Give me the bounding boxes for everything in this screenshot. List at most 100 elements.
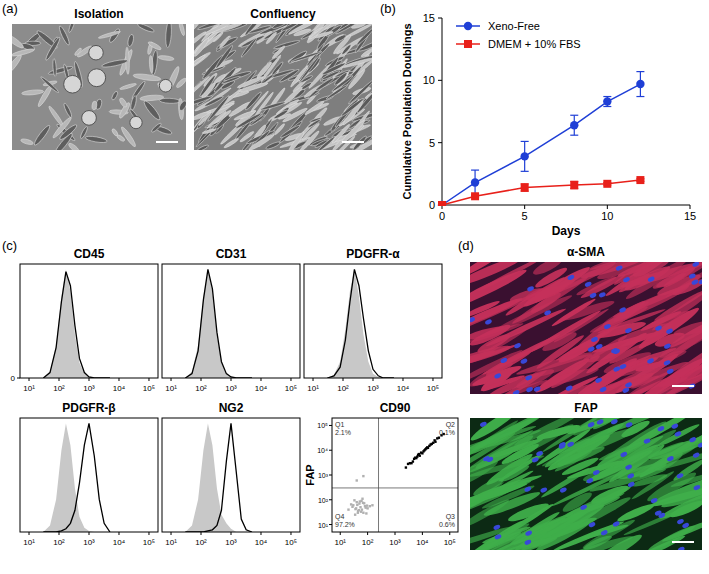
cell	[332, 34, 352, 55]
panel-label: (c)	[2, 238, 17, 253]
image-bg	[194, 24, 372, 150]
scatter-point	[426, 446, 428, 448]
fiber	[470, 453, 545, 479]
nucleus	[584, 281, 592, 288]
y-tick-label: 10⁵	[317, 422, 328, 429]
plot-marks	[347, 433, 445, 516]
nucleus	[612, 520, 620, 527]
nucleus	[592, 469, 600, 476]
error-bar	[570, 115, 578, 135]
scatter-point	[357, 512, 359, 514]
nucleus	[646, 357, 654, 364]
x-tick	[171, 378, 172, 381]
cell	[137, 24, 155, 33]
nucleus	[590, 336, 598, 343]
nucleus	[663, 343, 671, 350]
nucleus	[524, 539, 532, 546]
error-cap	[471, 169, 479, 170]
cell	[118, 97, 128, 108]
scatter-point	[409, 462, 411, 464]
scatter-point	[353, 499, 355, 501]
nucleus	[627, 481, 635, 488]
fiber	[556, 444, 606, 469]
error-cap	[570, 135, 578, 136]
cell	[194, 30, 207, 51]
error-bar	[521, 184, 529, 191]
legend-marker	[464, 40, 472, 48]
cell	[290, 65, 309, 88]
marker	[603, 97, 611, 105]
cell	[219, 35, 231, 49]
nucleus	[625, 421, 633, 428]
fiber	[470, 262, 526, 289]
nucleus	[470, 316, 476, 323]
cell	[130, 95, 138, 111]
x-tick	[607, 205, 608, 209]
cell	[194, 76, 210, 100]
nucleus	[520, 358, 528, 365]
nucleus	[600, 529, 608, 536]
fiber	[535, 427, 592, 468]
cell	[147, 41, 162, 51]
nucleus	[625, 464, 633, 471]
quadrant-name: Q1	[335, 421, 344, 429]
histogram-line	[185, 269, 252, 378]
histogram-line	[185, 423, 252, 532]
cell	[21, 89, 43, 96]
x-tick	[373, 378, 374, 381]
fiber	[471, 474, 506, 499]
nucleus	[598, 291, 606, 298]
nucleus	[666, 368, 674, 375]
fiber	[557, 423, 622, 456]
cell	[127, 34, 135, 47]
y-tick	[438, 18, 442, 19]
cell	[116, 134, 125, 142]
fiber	[514, 366, 556, 392]
nucleus	[613, 366, 621, 373]
scatter-point	[356, 479, 358, 481]
nucleus	[599, 386, 607, 393]
y-axis	[442, 18, 443, 205]
image-title: α-SMA	[567, 245, 605, 259]
scatter-point	[347, 508, 349, 510]
nucleus	[698, 278, 702, 285]
plot-frame	[304, 264, 442, 378]
plot-frame	[162, 264, 300, 378]
x-tick	[290, 378, 291, 381]
cell	[197, 24, 229, 31]
y-tick-label: 10¹	[318, 522, 329, 529]
scatter-point	[412, 460, 414, 462]
y-tick	[329, 475, 332, 476]
x-tick-label: 10⁵	[444, 538, 456, 547]
histogram-line	[43, 423, 110, 532]
error-cap	[521, 141, 529, 142]
scatter-point	[358, 502, 360, 504]
chart-title: NG2	[219, 401, 244, 415]
cell	[67, 142, 80, 150]
cell	[309, 24, 337, 40]
nucleus	[589, 292, 597, 299]
x-tick-label: 10²	[195, 538, 207, 547]
debris	[82, 111, 97, 126]
cell	[142, 99, 162, 121]
x-tick	[231, 532, 232, 535]
cell	[321, 70, 340, 81]
marker	[438, 201, 446, 206]
debris	[64, 75, 82, 93]
cell	[206, 110, 227, 129]
nucleus	[663, 359, 671, 366]
x-tick-label: 10¹	[23, 384, 35, 393]
nucleus	[603, 323, 611, 330]
scatter-point	[366, 504, 368, 506]
image-title: Isolation	[74, 7, 123, 21]
cell	[286, 131, 305, 150]
scatter-point	[433, 439, 435, 441]
scatter-point	[359, 506, 361, 508]
marker	[570, 121, 578, 129]
cell	[92, 101, 98, 110]
x-tick-label: 10⁵	[143, 538, 155, 547]
x-tick	[340, 532, 341, 535]
cell	[20, 138, 34, 146]
nucleus	[624, 381, 632, 388]
fiber	[627, 444, 697, 480]
